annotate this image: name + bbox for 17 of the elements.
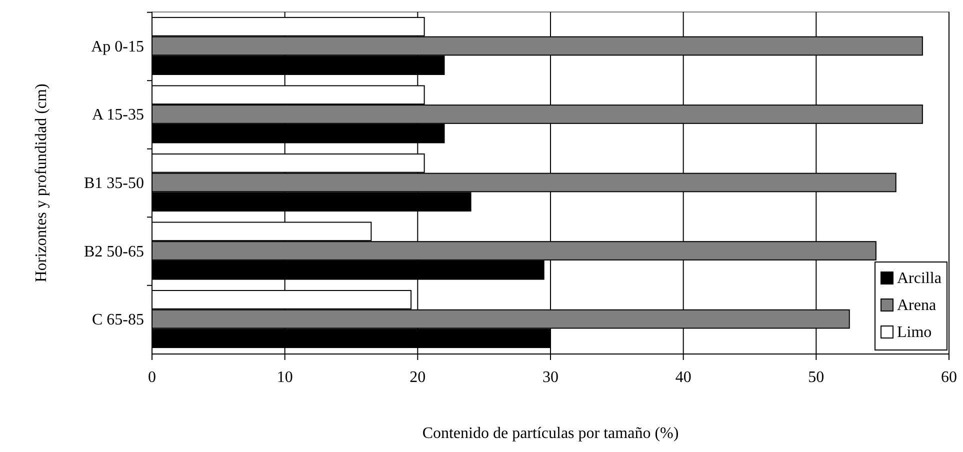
- y-tick-label: C 65-85: [92, 312, 144, 329]
- legend-label: Arcilla: [897, 270, 942, 287]
- x-tick-label: 30: [542, 369, 558, 386]
- x-tick-label: 60: [941, 369, 957, 386]
- x-tick-label: 10: [276, 369, 293, 386]
- x-tick-label: 20: [410, 369, 426, 386]
- y-tick-label: Ap 0-15: [91, 38, 144, 56]
- y-axis-title: Horizontes y profundidad (cm): [33, 84, 50, 282]
- x-axis-title: Contenido de partículas por tamaño (%): [422, 425, 679, 442]
- y-tick-label: B1 35-50: [84, 175, 144, 192]
- x-tick-label: 50: [808, 369, 824, 386]
- y-tick-label: B2 50-65: [84, 243, 144, 260]
- legend-label: Arena: [897, 297, 936, 314]
- x-tick-label: 40: [675, 369, 692, 386]
- legend-label: Limo: [897, 324, 932, 341]
- x-tick-label: 0: [148, 369, 156, 386]
- y-tick-label: A 15-35: [92, 106, 144, 124]
